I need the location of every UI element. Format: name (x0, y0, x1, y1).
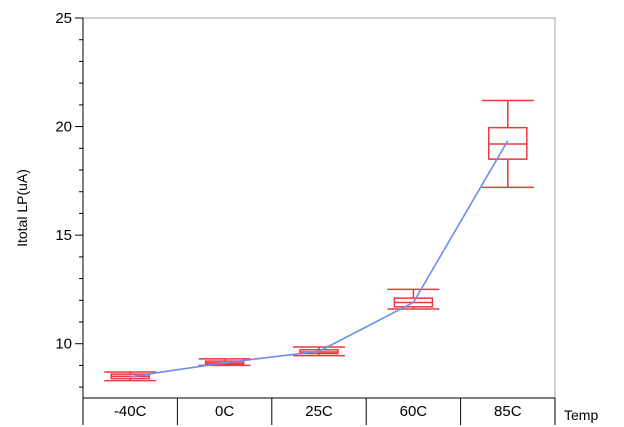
x-tick-label: 25C (305, 403, 333, 420)
x-axis-title: Temp (564, 407, 598, 423)
mean-connect-line (130, 140, 509, 378)
x-tick-label: 85C (494, 403, 522, 420)
x-tick-label: 60C (400, 403, 428, 420)
box-series (104, 99, 534, 382)
x-tick-label: -40C (114, 403, 147, 420)
y-axis-title: Itotal LP(uA) (14, 169, 30, 247)
y-tick-label: 15 (55, 227, 72, 244)
plot-frame (82, 17, 556, 399)
box-85C (481, 99, 534, 189)
y-tick-label: 25 (55, 10, 72, 27)
box-60C (387, 288, 440, 310)
y-tick-label: 10 (55, 336, 72, 353)
y-axis: 10 15 20 25 (55, 10, 84, 398)
box--40C (104, 371, 157, 382)
x-tick-label: 0C (215, 403, 234, 420)
y-tick-label: 20 (55, 119, 72, 136)
x-axis: -40C 0C 25C 60C 85C (82, 397, 556, 425)
